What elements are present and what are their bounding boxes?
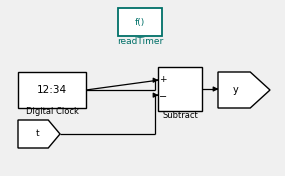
Polygon shape: [218, 72, 270, 108]
Text: +: +: [159, 76, 167, 84]
Text: −: −: [159, 92, 167, 102]
Text: Subtract: Subtract: [162, 112, 198, 121]
Text: y: y: [233, 85, 239, 95]
Text: t: t: [36, 130, 40, 139]
Bar: [158, 67, 202, 111]
Text: 12:34: 12:34: [37, 85, 67, 95]
Polygon shape: [18, 120, 60, 148]
Bar: [18, 72, 86, 108]
Text: Digital Clock: Digital Clock: [26, 108, 78, 117]
Text: f(): f(): [135, 17, 145, 27]
Text: readTimer: readTimer: [117, 37, 163, 46]
Bar: [118, 8, 162, 36]
